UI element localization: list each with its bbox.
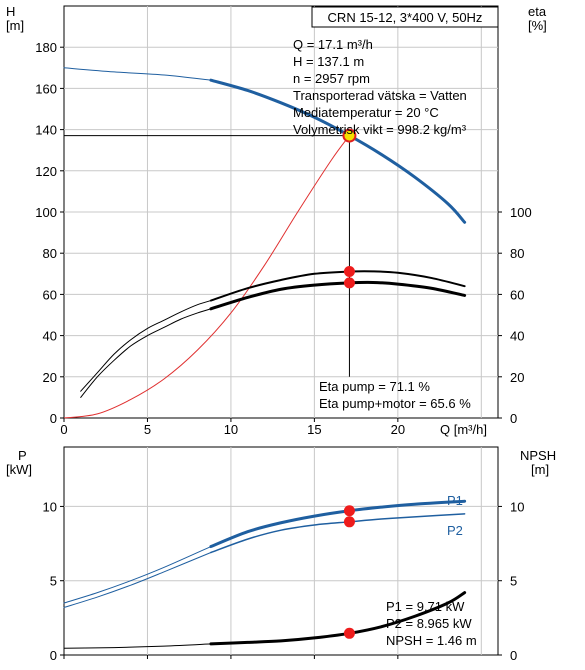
title-box bbox=[311, 6, 499, 28]
top-left-tick-label: 20 bbox=[43, 370, 57, 385]
info-n: n = 2957 rpm bbox=[293, 71, 370, 86]
info-q: Q = 17.1 m³/h bbox=[293, 37, 373, 52]
top-left-tick-label: 0 bbox=[50, 411, 57, 426]
top-chart: 0 5 10 15 20 0 20 40 60 80 100 120 140 160 180 0 20 40 60 8… bbox=[6, 4, 547, 437]
info-density: Volymetrisk vikt = 998.2 kg/m³ bbox=[293, 122, 467, 137]
bottom-series-line-2 bbox=[63, 551, 212, 608]
info-eta-total: Eta pump+motor = 65.6 % bbox=[319, 396, 471, 411]
npsh-axis-label: NPSH bbox=[520, 448, 556, 463]
top-right-tick-label: 100 bbox=[510, 205, 532, 220]
info-temperature: Mediatemperatur = 20 °C bbox=[293, 105, 439, 120]
top-x-tick-label: 20 bbox=[391, 422, 405, 437]
operating-point-p1 bbox=[343, 505, 355, 517]
top-reference-lines bbox=[64, 135, 350, 377]
info-liquid: Transporterad vätska = Vatten bbox=[293, 88, 467, 103]
top-left-tick-label: 40 bbox=[43, 329, 57, 344]
bottom-ticks: 0 5 10 0 5 10 bbox=[43, 499, 525, 663]
bottom-chart: 0 5 10 0 5 10 P [kW] NPSH [m] P1 P2 P1 = 9.71… bbox=[6, 446, 556, 663]
top-x-tick-label: 0 bbox=[60, 422, 67, 437]
top-left-tick-label: 60 bbox=[43, 287, 57, 302]
top-ticks: 0 5 10 15 20 0 20 40 60 80 100 120 140 160 180 0 20 40 60 8… bbox=[35, 40, 531, 437]
operating-point-eta-total bbox=[343, 277, 355, 289]
top-grid bbox=[64, 6, 498, 418]
info-p2: P2 = 8.965 kW bbox=[386, 616, 472, 631]
info-eta-pump: Eta pump = 71.1 % bbox=[319, 379, 430, 394]
operating-point-eta-pump bbox=[343, 266, 355, 278]
top-series-line-3 bbox=[80, 300, 212, 392]
top-right-tick-label: 20 bbox=[510, 370, 524, 385]
eta-info-panel: Eta pump = 71.1 % Eta pump+motor = 65.6 … bbox=[319, 379, 471, 411]
bottom-points bbox=[343, 505, 355, 639]
eta-axis-unit: [%] bbox=[528, 18, 547, 33]
top-info-panel: Q = 17.1 m³/h H = 137.1 m n = 2957 rpm T… bbox=[293, 37, 467, 137]
top-series-line-0 bbox=[63, 67, 212, 81]
q-axis-label: Q [m³/h] bbox=[440, 422, 487, 437]
info-npsh: NPSH = 1.46 m bbox=[386, 633, 477, 648]
top-left-tick-label: 80 bbox=[43, 246, 57, 261]
npsh-axis-unit: [m] bbox=[531, 462, 549, 477]
top-x-tick-label: 10 bbox=[224, 422, 238, 437]
operating-point-head bbox=[342, 128, 357, 143]
bottom-left-tick-label: 5 bbox=[50, 574, 57, 589]
top-right-tick-label: 40 bbox=[510, 329, 524, 344]
eta-axis-label: eta bbox=[528, 4, 547, 19]
h-axis-unit: [m] bbox=[6, 18, 24, 33]
top-left-tick-label: 140 bbox=[35, 123, 57, 138]
info-h: H = 137.1 m bbox=[293, 54, 364, 69]
bottom-series-line-3 bbox=[210, 513, 466, 554]
series-label-p1: P1 bbox=[447, 493, 463, 508]
chart-title: CRN 15-12, 3*400 V, 50Hz bbox=[328, 10, 483, 25]
h-axis-label: H bbox=[6, 4, 15, 19]
operating-point-npsh bbox=[343, 627, 355, 639]
bottom-right-tick-label: 10 bbox=[510, 499, 524, 514]
bottom-left-tick-label: 0 bbox=[50, 648, 57, 663]
bottom-right-tick-label: 5 bbox=[510, 574, 517, 589]
top-left-tick-label: 180 bbox=[35, 40, 57, 55]
bottom-info-panel: P1 = 9.71 kW P2 = 8.965 kW NPSH = 1.46 m bbox=[386, 599, 477, 648]
bottom-grid bbox=[64, 447, 498, 655]
bottom-series-line-1 bbox=[209, 499, 467, 549]
top-x-tick-label: 5 bbox=[144, 422, 151, 437]
operating-point-p2 bbox=[343, 516, 355, 528]
bottom-plot-area bbox=[63, 446, 499, 656]
top-left-tick-label: 160 bbox=[35, 81, 57, 96]
bottom-left-tick-label: 10 bbox=[43, 499, 57, 514]
p-axis-unit: [kW] bbox=[6, 462, 32, 477]
top-x-tick-label: 15 bbox=[307, 422, 321, 437]
top-series-line-2 bbox=[63, 135, 350, 419]
p-axis-label: P bbox=[18, 448, 27, 463]
bottom-right-tick-label: 0 bbox=[510, 648, 517, 663]
top-left-tick-label: 120 bbox=[35, 164, 57, 179]
top-right-tick-label: 0 bbox=[510, 411, 517, 426]
top-points bbox=[342, 128, 357, 289]
top-right-tick-label: 80 bbox=[510, 246, 524, 261]
top-left-tick-label: 100 bbox=[35, 205, 57, 220]
info-p1: P1 = 9.71 kW bbox=[386, 599, 465, 614]
bottom-series-line-0 bbox=[63, 546, 212, 604]
series-label-p2: P2 bbox=[447, 523, 463, 538]
bottom-series-line-4 bbox=[63, 643, 212, 649]
top-right-tick-label: 60 bbox=[510, 287, 524, 302]
top-series-line-5 bbox=[80, 308, 212, 398]
